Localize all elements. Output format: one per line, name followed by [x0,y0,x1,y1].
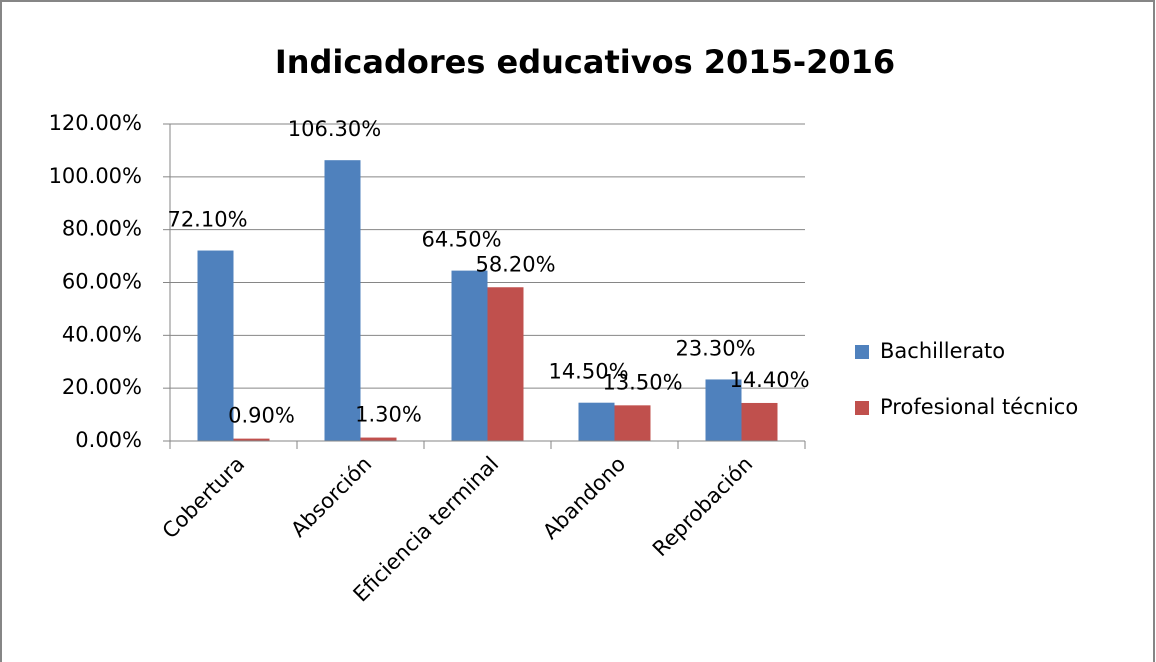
y-tick-label: 20.00% [62,375,142,399]
data-label: 106.30% [288,117,381,141]
bar [324,160,361,441]
data-label: 14.40% [729,368,809,392]
bar [360,437,397,441]
y-tick-label: 0.00% [75,428,142,452]
y-tick-label: 60.00% [62,270,142,294]
data-label: 64.50% [421,228,501,252]
bar [487,287,524,441]
data-label: 1.30% [355,403,422,427]
y-tick-label: 40.00% [62,322,142,346]
y-tick-label: 80.00% [62,217,142,241]
bar [741,402,778,441]
y-tick-label: 100.00% [49,164,142,188]
data-label: 13.50% [602,370,682,394]
legend-label: Profesional técnico [880,395,1078,419]
data-label: 0.90% [228,404,295,428]
data-label: 23.30% [675,336,755,360]
bar [233,438,270,441]
data-label: 14.50% [548,360,628,384]
bar [197,250,234,441]
bar [705,379,742,441]
chart-title: Indicadores educativos 2015-2016 [275,43,895,81]
bar [578,402,615,441]
y-tick-label: 120.00% [49,111,142,135]
legend-swatch [855,401,869,415]
data-label: 72.10% [167,208,247,232]
bar [614,405,651,441]
legend-label: Bachillerato [880,339,1005,363]
bar [451,270,488,441]
legend-swatch [855,345,869,359]
data-label: 58.20% [475,252,555,276]
